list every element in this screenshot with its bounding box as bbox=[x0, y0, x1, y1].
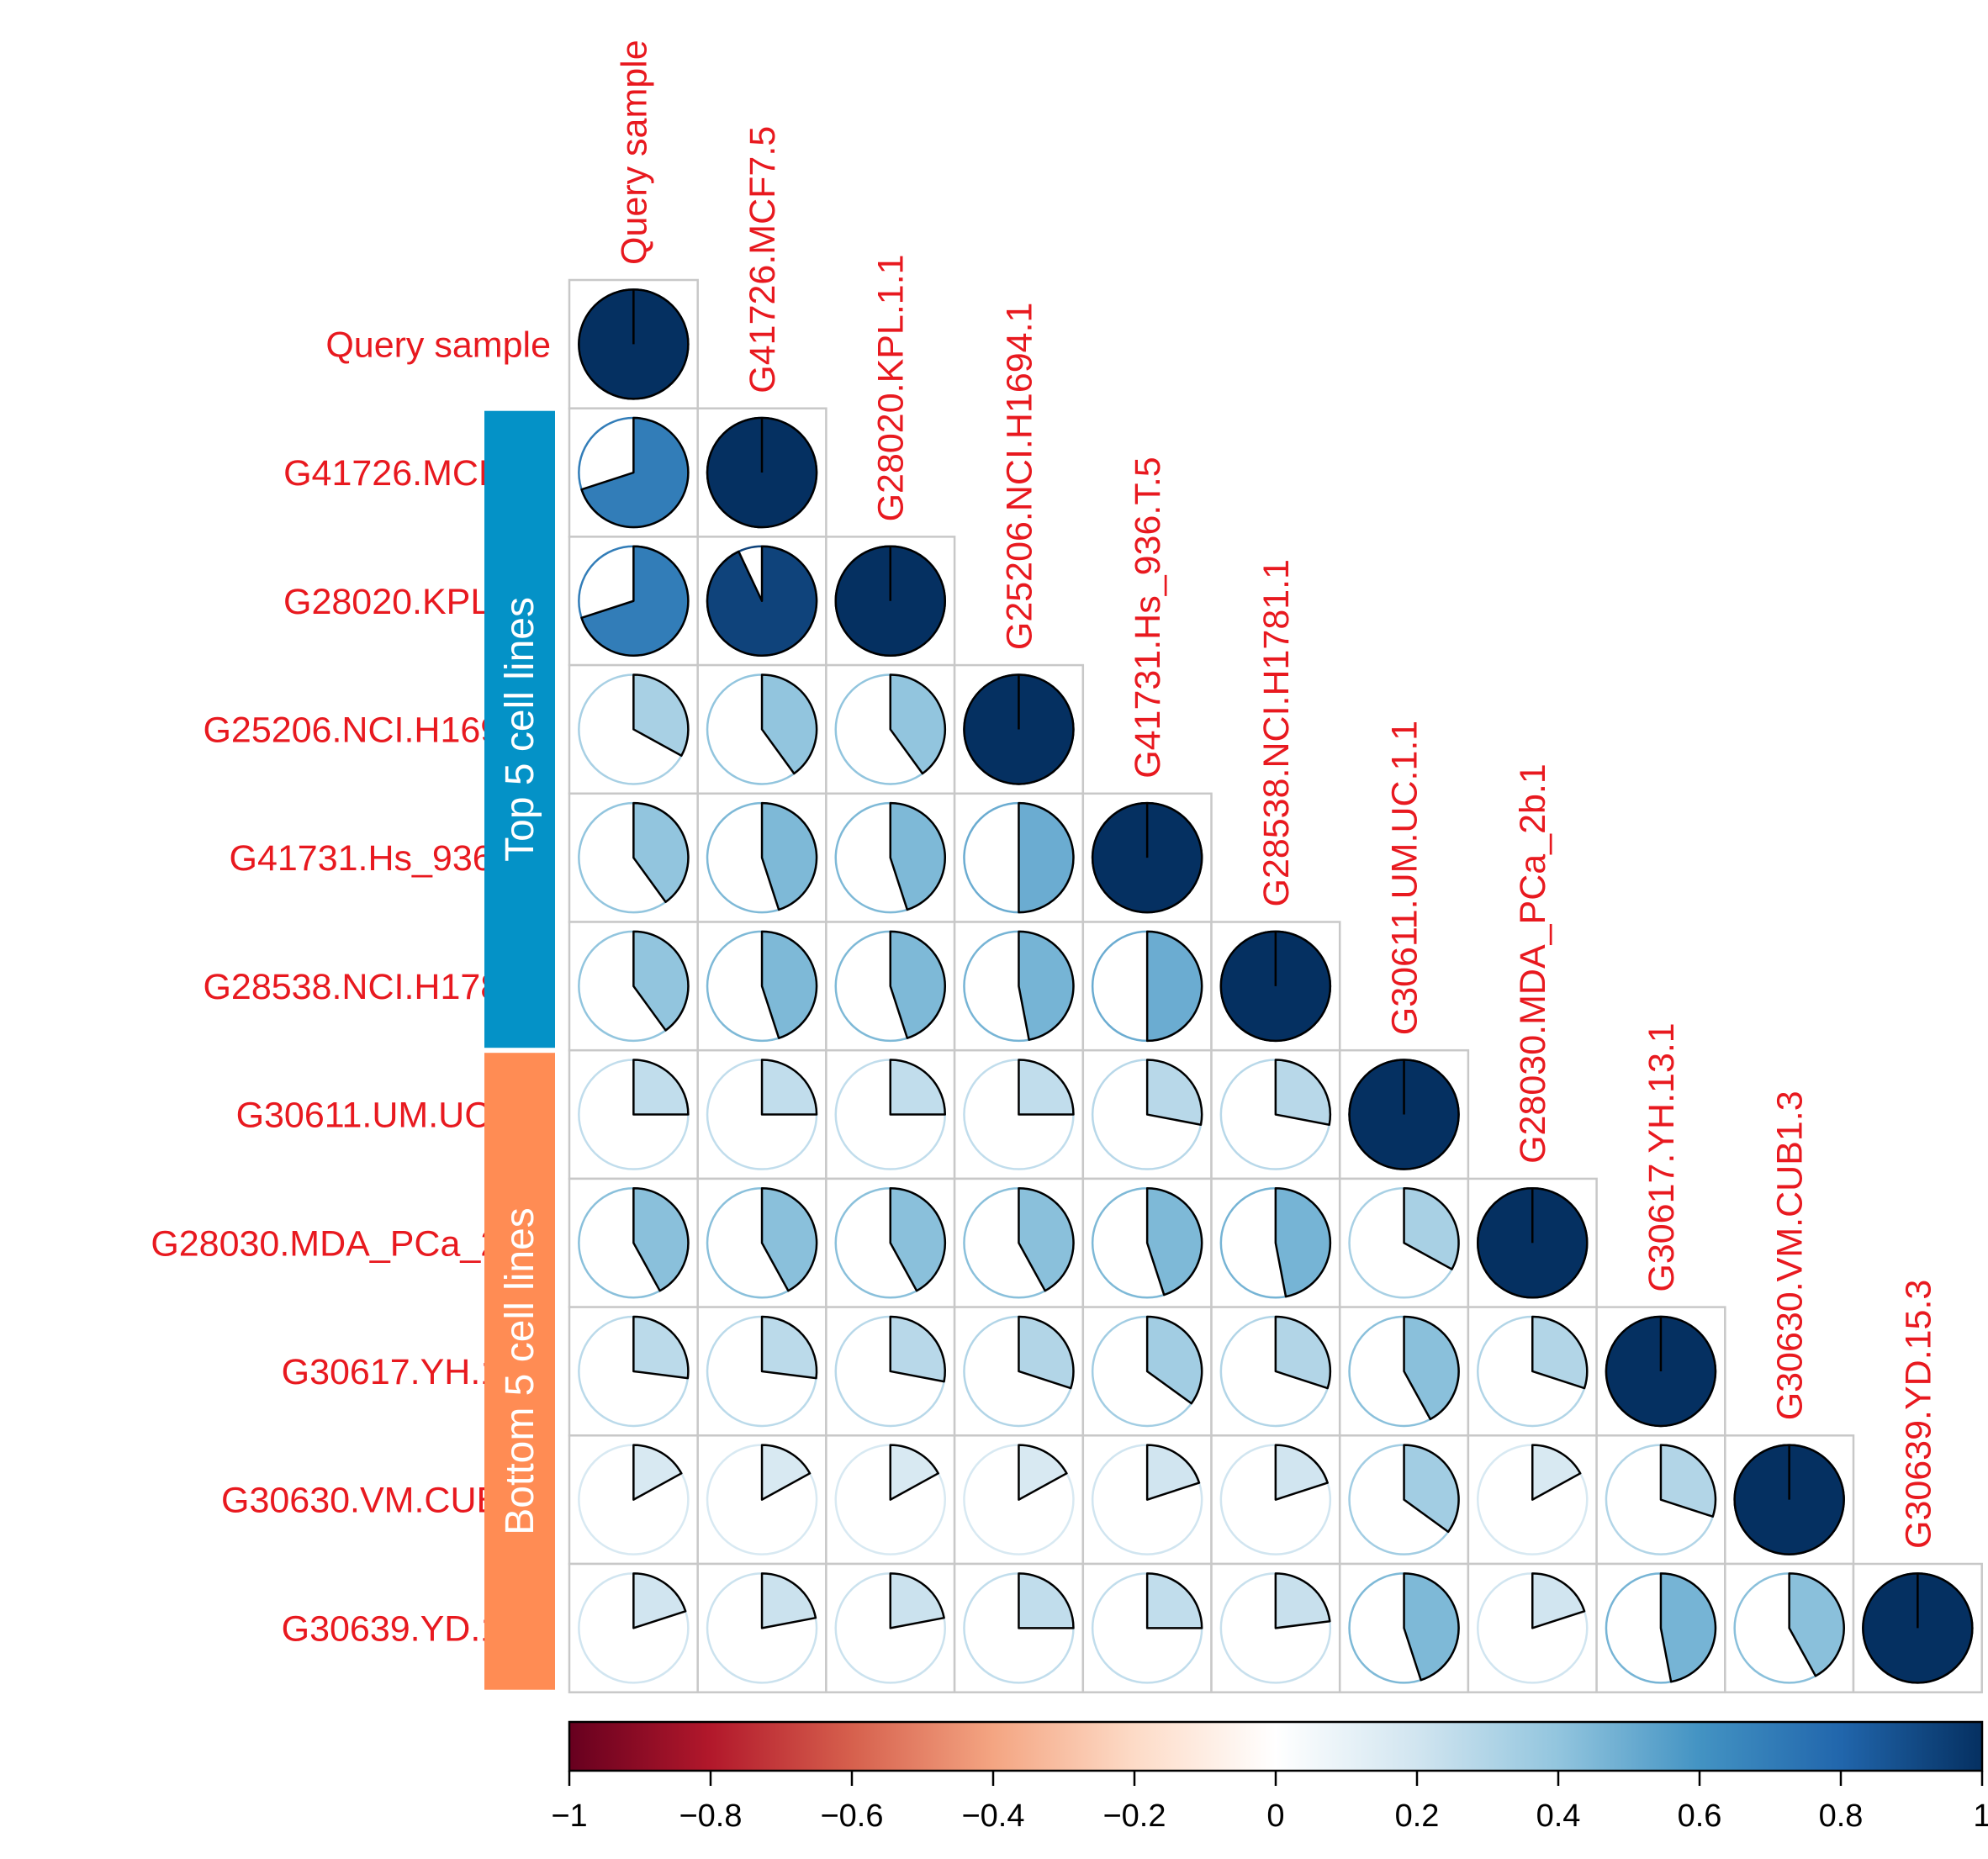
column-label: G41726.MCF7.5 bbox=[743, 126, 783, 393]
pie-slice-7-2 bbox=[889, 1187, 946, 1292]
pie-slice-10-3 bbox=[1018, 1572, 1075, 1629]
pie-slice-10-6 bbox=[1403, 1572, 1460, 1682]
pie-slice-8-2 bbox=[889, 1315, 946, 1383]
pie-slice-8-0 bbox=[632, 1315, 690, 1380]
pie-slice-5-2 bbox=[889, 930, 946, 1039]
pie-slice-5-3 bbox=[1018, 930, 1075, 1041]
column-label: G30630.VM.CUB1.3 bbox=[1770, 1091, 1811, 1420]
pie-slice-10-1 bbox=[760, 1572, 817, 1629]
column-label: G30611.UM.UC.1.1 bbox=[1385, 721, 1425, 1035]
colorbar-gradient bbox=[568, 1720, 1984, 1772]
pie-slice-10-8 bbox=[1659, 1572, 1717, 1683]
column-label: G28030.MDA_PCa_2b.1 bbox=[1513, 763, 1553, 1164]
pie-slice-9-5 bbox=[1274, 1444, 1329, 1501]
column-label: G28020.KPL.1.1 bbox=[871, 254, 912, 521]
pie-slice-10-4 bbox=[1145, 1572, 1203, 1629]
pie-slice-9-1 bbox=[760, 1444, 812, 1501]
column-label: G28538.NCI.H1781.1 bbox=[1256, 559, 1297, 907]
pie-slice-5-0 bbox=[632, 930, 690, 1032]
pie-slice-2-0 bbox=[580, 545, 690, 657]
pie-slice-8-7 bbox=[1531, 1315, 1589, 1390]
pie-slice-9-4 bbox=[1145, 1444, 1201, 1501]
group-label: Top 5 cell lines bbox=[498, 597, 542, 862]
pie-slice-1-0 bbox=[580, 416, 690, 529]
column-label: G30639.YD.15.3 bbox=[1898, 1280, 1938, 1549]
pie-slice-7-4 bbox=[1145, 1187, 1203, 1297]
pie-slice-6-4 bbox=[1145, 1059, 1203, 1126]
pie-slice-2-1 bbox=[706, 545, 818, 657]
group-bars: Top 5 cell lines Bottom 5 cell lines bbox=[484, 410, 555, 1690]
pie-slice-7-5 bbox=[1274, 1187, 1332, 1298]
column-label: Query sample bbox=[614, 40, 654, 265]
pie-slice-9-2 bbox=[889, 1444, 939, 1501]
pie-slice-9-6 bbox=[1403, 1444, 1460, 1534]
pie-slice-7-1 bbox=[760, 1187, 818, 1292]
colorbar-tick-label: −0.6 bbox=[820, 1798, 883, 1834]
pie-slice-3-0 bbox=[632, 673, 690, 758]
colorbar-tick-label: 0 bbox=[1266, 1798, 1284, 1834]
pie-slice-10-5 bbox=[1274, 1572, 1331, 1629]
pie-slice-6-0 bbox=[632, 1059, 690, 1116]
pie-slice-4-3 bbox=[1018, 801, 1075, 914]
column-label: G41731.Hs_936.T.5 bbox=[1128, 457, 1168, 779]
colorbar-tick-label: −0.2 bbox=[1102, 1798, 1166, 1834]
pie-slice-9-8 bbox=[1659, 1444, 1717, 1518]
pie-slice-9-0 bbox=[632, 1444, 683, 1501]
colorbar-tick-label: 0.4 bbox=[1536, 1798, 1581, 1834]
colorbar-tick-label: −1 bbox=[551, 1798, 587, 1834]
column-label: G25206.NCI.H1694.1 bbox=[999, 303, 1039, 651]
pie-slice-9-7 bbox=[1531, 1444, 1582, 1501]
pie-slice-8-6 bbox=[1403, 1315, 1460, 1421]
pie-slice-3-1 bbox=[760, 673, 818, 775]
pie-slice-9-3 bbox=[1018, 1444, 1068, 1501]
colorbar-tick-label: 1 bbox=[1973, 1798, 1988, 1834]
pie-slice-4-0 bbox=[632, 801, 690, 903]
colorbar-tick-label: −0.8 bbox=[679, 1798, 742, 1834]
pie-slice-5-1 bbox=[760, 930, 818, 1039]
pie-slice-6-1 bbox=[760, 1059, 818, 1116]
colorbar-tick-label: −0.4 bbox=[961, 1798, 1024, 1834]
group-label: Bottom 5 cell lines bbox=[498, 1207, 542, 1535]
pie-slice-10-2 bbox=[889, 1572, 945, 1629]
pie-slice-8-1 bbox=[760, 1315, 818, 1380]
row-label: Query sample bbox=[325, 325, 551, 365]
pie-slice-6-2 bbox=[889, 1059, 946, 1116]
pie-slice-10-7 bbox=[1531, 1572, 1586, 1629]
column-label: G30617.YH.13.1 bbox=[1642, 1022, 1682, 1291]
pie-slice-6-5 bbox=[1274, 1059, 1332, 1126]
column-labels: Query sample G41726.MCF7.5 G28020.KPL.1.1 G… bbox=[614, 40, 1938, 1549]
pie-slice-8-5 bbox=[1274, 1315, 1332, 1390]
pie-slice-10-0 bbox=[632, 1572, 687, 1629]
pie-slice-4-1 bbox=[760, 801, 818, 911]
pie-slice-7-3 bbox=[1018, 1187, 1075, 1292]
correlation-grid bbox=[568, 278, 1983, 1693]
pie-slice-8-3 bbox=[1018, 1315, 1075, 1390]
pie-slice-8-4 bbox=[1145, 1315, 1203, 1405]
colorbar: −1 −0.8 −0.6 −0.4 −0.2 0 0.2 0.4 0.6 0.8 1 bbox=[551, 1720, 1988, 1834]
colorbar-tick-label: 0.2 bbox=[1395, 1798, 1440, 1834]
row-label: G28030.MDA_PCa_2b.1 bbox=[151, 1223, 551, 1264]
pie-slice-5-4 bbox=[1145, 930, 1203, 1043]
group-bar bbox=[484, 1053, 555, 1690]
pie-slice-3-2 bbox=[889, 673, 946, 775]
pie-slice-10-9 bbox=[1788, 1572, 1845, 1677]
colorbar-tick-label: 0.8 bbox=[1819, 1798, 1864, 1834]
pie-slice-6-3 bbox=[1018, 1059, 1075, 1116]
group-bar bbox=[484, 410, 555, 1048]
pie-slice-7-6 bbox=[1403, 1187, 1460, 1270]
colorbar-tick-label: 0.6 bbox=[1678, 1798, 1722, 1834]
pie-slice-4-2 bbox=[889, 801, 946, 911]
pie-slice-7-0 bbox=[632, 1187, 690, 1292]
